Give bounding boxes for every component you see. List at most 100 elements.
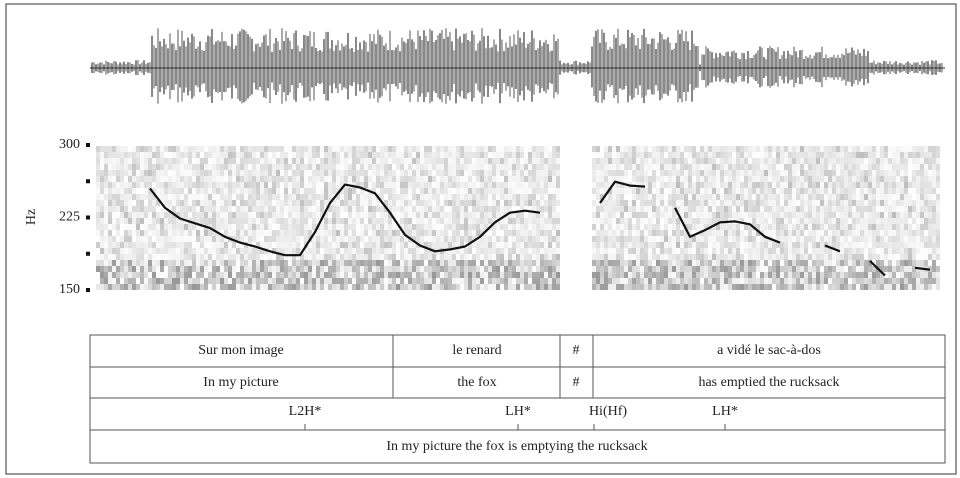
spec-cell — [140, 212, 144, 218]
spec-cell — [764, 212, 768, 218]
spec-cell — [504, 278, 508, 284]
spec-cell — [544, 170, 548, 176]
spec-cell — [420, 218, 424, 224]
spec-cell — [424, 272, 428, 278]
spec-cell — [880, 164, 884, 170]
spec-cell — [536, 170, 540, 176]
spec-cell — [612, 164, 616, 170]
spec-cell — [296, 206, 300, 212]
spec-cell — [808, 170, 812, 176]
spec-cell — [856, 152, 860, 158]
spec-cell — [716, 206, 720, 212]
spec-cell — [864, 164, 868, 170]
spec-cell — [240, 146, 244, 152]
spec-cell — [772, 272, 776, 278]
spec-cell — [684, 200, 688, 206]
spec-cell — [236, 248, 240, 254]
spec-cell — [756, 260, 760, 266]
spec-cell — [612, 212, 616, 218]
spec-cell — [308, 152, 312, 158]
spec-cell — [684, 164, 688, 170]
spec-cell — [228, 206, 232, 212]
spec-cell — [108, 152, 112, 158]
spec-cell — [144, 146, 148, 152]
spec-cell — [456, 188, 460, 194]
spec-cell — [288, 200, 292, 206]
spec-cell — [748, 254, 752, 260]
spec-cell — [480, 230, 484, 236]
spec-cell — [676, 260, 680, 266]
spec-cell — [860, 248, 864, 254]
spec-cell — [448, 182, 452, 188]
spec-cell — [752, 188, 756, 194]
spec-cell — [188, 266, 192, 272]
spec-cell — [672, 230, 676, 236]
spec-cell — [756, 206, 760, 212]
spec-cell — [300, 206, 304, 212]
spec-cell — [248, 272, 252, 278]
spec-cell — [516, 254, 520, 260]
spec-cell — [756, 242, 760, 248]
spec-cell — [792, 236, 796, 242]
spec-cell — [104, 188, 108, 194]
spec-cell — [824, 200, 828, 206]
spec-cell — [360, 272, 364, 278]
spec-cell — [856, 218, 860, 224]
spec-cell — [500, 188, 504, 194]
spec-cell — [844, 272, 848, 278]
spec-cell — [876, 176, 880, 182]
spec-cell — [756, 224, 760, 230]
spec-cell — [496, 200, 500, 206]
spec-cell — [768, 260, 772, 266]
spec-cell — [160, 158, 164, 164]
spec-cell — [260, 194, 264, 200]
spec-cell — [164, 218, 168, 224]
spec-cell — [664, 206, 668, 212]
spec-cell — [728, 200, 732, 206]
spec-cell — [400, 284, 404, 290]
spec-cell — [340, 164, 344, 170]
spec-cell — [408, 170, 412, 176]
spec-cell — [120, 266, 124, 272]
spec-cell — [436, 194, 440, 200]
spec-cell — [760, 194, 764, 200]
spec-cell — [616, 206, 620, 212]
spec-cell — [532, 218, 536, 224]
spec-cell — [376, 206, 380, 212]
spec-cell — [552, 152, 556, 158]
spec-cell — [428, 200, 432, 206]
spec-cell — [360, 278, 364, 284]
spec-cell — [172, 218, 176, 224]
spec-cell — [504, 248, 508, 254]
spec-cell — [240, 182, 244, 188]
spec-cell — [208, 248, 212, 254]
spec-cell — [284, 182, 288, 188]
spec-cell — [108, 248, 112, 254]
spec-cell — [436, 218, 440, 224]
spec-cell — [788, 158, 792, 164]
spec-cell — [248, 176, 252, 182]
spec-cell — [844, 278, 848, 284]
spec-cell — [816, 242, 820, 248]
spec-cell — [408, 218, 412, 224]
spec-cell — [344, 158, 348, 164]
spec-cell — [328, 230, 332, 236]
spec-cell — [468, 272, 472, 278]
spec-cell — [440, 236, 444, 242]
spec-cell — [824, 158, 828, 164]
spec-cell — [640, 164, 644, 170]
spec-cell — [676, 224, 680, 230]
spec-cell — [488, 236, 492, 242]
spec-cell — [828, 194, 832, 200]
spec-cell — [220, 146, 224, 152]
spec-cell — [328, 266, 332, 272]
spec-cell — [668, 278, 672, 284]
spec-cell — [252, 224, 256, 230]
spec-cell — [208, 212, 212, 218]
spec-cell — [524, 260, 528, 266]
spec-cell — [804, 266, 808, 272]
spec-cell — [316, 170, 320, 176]
spec-cell — [648, 152, 652, 158]
spec-cell — [332, 284, 336, 290]
spec-cell — [220, 242, 224, 248]
